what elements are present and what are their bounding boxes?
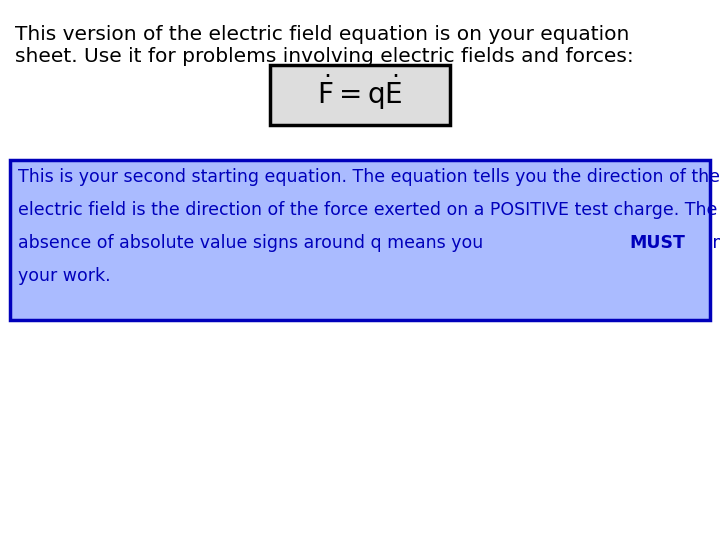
FancyBboxPatch shape	[270, 65, 450, 125]
Text: your work.: your work.	[18, 267, 111, 285]
Text: $\mathdefault{\dot{F} = q\dot{E}}$: $\mathdefault{\dot{F} = q\dot{E}}$	[318, 72, 402, 112]
FancyBboxPatch shape	[10, 160, 710, 320]
Text: This is your second starting equation. The equation tells you the direction of t: This is your second starting equation. T…	[18, 168, 720, 186]
Text: MUST: MUST	[629, 234, 685, 252]
Text: include the sign of q in: include the sign of q in	[702, 234, 720, 252]
Text: sheet. Use it for problems involving electric fields and forces:: sheet. Use it for problems involving ele…	[15, 47, 634, 66]
Text: This version of the electric field equation is on your equation: This version of the electric field equat…	[15, 25, 629, 44]
Text: electric field is the direction of the force exerted on a POSITIVE test charge. : electric field is the direction of the f…	[18, 201, 717, 219]
Text: absence of absolute value signs around q means you: absence of absolute value signs around q…	[18, 234, 489, 252]
